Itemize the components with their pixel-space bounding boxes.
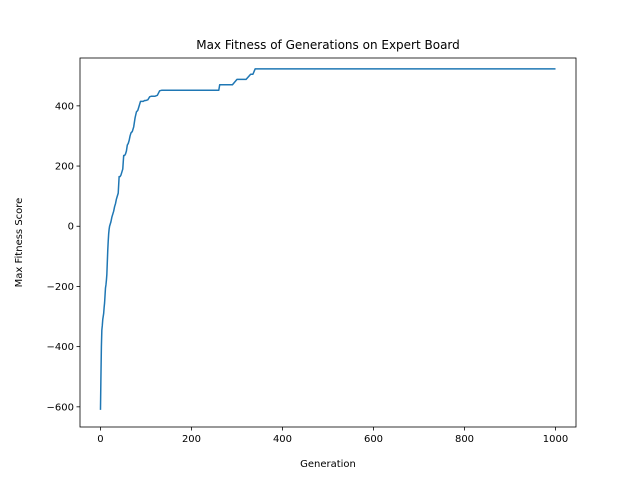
y-tick-label: −600 [47, 402, 74, 413]
plot-frame [79, 57, 577, 428]
x-tick-label: 0 [97, 434, 103, 445]
x-tick-label: 600 [364, 434, 383, 445]
y-tick-label: −400 [47, 342, 74, 353]
x-axis-ticks: 0 200 400 600 800 1000 [97, 427, 568, 445]
x-tick-label: 200 [182, 434, 201, 445]
y-axis-ticks: −600 −400 −200 0 200 400 [47, 101, 80, 413]
y-tick-label: −200 [47, 282, 74, 293]
series-line [99, 68, 556, 410]
x-tick-label: 400 [273, 434, 292, 445]
x-tick-label: 1000 [543, 434, 568, 445]
y-axis-label: Max Fitness Score [14, 198, 25, 288]
chart-title: Max Fitness of Generations on Expert Boa… [196, 38, 460, 52]
y-tick-label: 400 [55, 101, 74, 112]
x-axis-label: Generation [300, 459, 356, 470]
y-tick-label: 200 [55, 162, 74, 173]
y-tick-label: 0 [68, 222, 74, 233]
plot-area [80, 58, 576, 427]
x-tick-label: 800 [455, 434, 474, 445]
